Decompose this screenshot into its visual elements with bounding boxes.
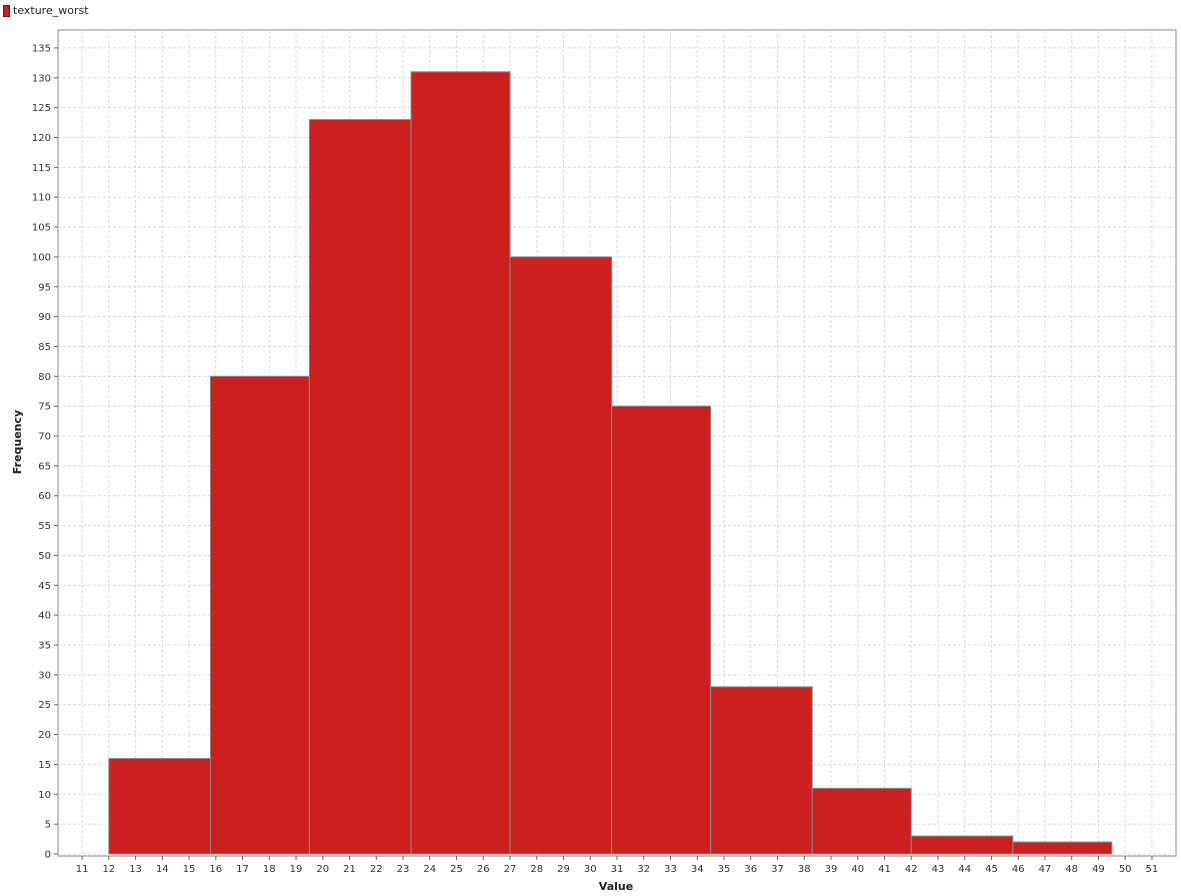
x-tick-label: 34 bbox=[691, 864, 704, 875]
x-tick-label: 11 bbox=[76, 864, 89, 875]
x-tick-label: 12 bbox=[102, 864, 115, 875]
y-tick-label: 125 bbox=[32, 103, 51, 114]
y-tick-label: 80 bbox=[38, 372, 51, 383]
x-tick-label: 44 bbox=[958, 864, 971, 875]
y-axis-title: Frequency bbox=[11, 410, 24, 474]
x-axis-title: Value bbox=[599, 880, 633, 893]
y-tick-label: 120 bbox=[32, 133, 51, 144]
x-tick-label: 49 bbox=[1092, 864, 1105, 875]
y-tick-label: 65 bbox=[38, 461, 51, 472]
x-tick-label: 24 bbox=[423, 864, 436, 875]
y-tick-label: 110 bbox=[32, 193, 51, 204]
y-tick-label: 5 bbox=[45, 820, 51, 831]
x-tick-label: 48 bbox=[1065, 864, 1078, 875]
x-tick-label: 35 bbox=[718, 864, 731, 875]
y-tick-label: 15 bbox=[38, 760, 51, 771]
y-tick-label: 90 bbox=[38, 312, 51, 323]
x-tick-label: 41 bbox=[878, 864, 891, 875]
y-tick-label: 130 bbox=[32, 73, 51, 84]
x-tick-label: 15 bbox=[183, 864, 196, 875]
x-tick-label: 17 bbox=[236, 864, 249, 875]
legend: texture_worst bbox=[3, 4, 89, 17]
x-tick-label: 23 bbox=[397, 864, 410, 875]
histogram-bar bbox=[611, 405, 712, 855]
x-tick-label: 38 bbox=[798, 864, 811, 875]
x-tick-label: 50 bbox=[1119, 864, 1132, 875]
y-tick-label: 70 bbox=[38, 432, 51, 443]
y-tick-label: 35 bbox=[38, 641, 51, 652]
y-tick-label: 115 bbox=[32, 163, 51, 174]
y-tick-label: 20 bbox=[38, 730, 51, 741]
y-tick-label: 40 bbox=[38, 611, 51, 622]
x-tick-label: 43 bbox=[932, 864, 945, 875]
x-tick-label: 16 bbox=[209, 864, 222, 875]
x-tick-label: 39 bbox=[825, 864, 838, 875]
x-tick-label: 46 bbox=[1012, 864, 1025, 875]
y-tick-label: 95 bbox=[38, 282, 51, 293]
x-tick-label: 36 bbox=[744, 864, 757, 875]
x-tick-label: 19 bbox=[290, 864, 303, 875]
y-tick-label: 75 bbox=[38, 402, 51, 413]
legend-label: texture_worst bbox=[13, 4, 89, 17]
histogram-bar bbox=[710, 686, 813, 855]
y-tick-label: 30 bbox=[38, 670, 51, 681]
x-tick-label: 31 bbox=[611, 864, 624, 875]
x-tick-label: 20 bbox=[316, 864, 329, 875]
x-axis: 11 12 13 14 15 16 17 18 19 20 21 22 23 24 25 26 27 28 29 30… bbox=[76, 856, 1159, 875]
histogram-bar bbox=[410, 71, 511, 855]
y-tick-label: 60 bbox=[38, 491, 51, 502]
histogram-bar bbox=[910, 835, 1014, 855]
x-tick-label: 29 bbox=[557, 864, 570, 875]
x-tick-label: 28 bbox=[530, 864, 543, 875]
histogram-bar bbox=[509, 256, 613, 855]
x-tick-label: 51 bbox=[1146, 864, 1159, 875]
x-tick-label: 32 bbox=[637, 864, 650, 875]
y-tick-label: 0 bbox=[45, 850, 51, 861]
y-axis: 0 5 10 15 20 25 30 35 40 45 50 55 60 65 70 75 80 85 90 95 10… bbox=[32, 43, 58, 861]
x-tick-label: 47 bbox=[1039, 864, 1052, 875]
y-tick-label: 50 bbox=[38, 551, 51, 562]
histogram-bar bbox=[811, 787, 912, 855]
x-tick-label: 25 bbox=[450, 864, 463, 875]
y-tick-label: 85 bbox=[38, 342, 51, 353]
legend-swatch bbox=[3, 4, 10, 17]
x-tick-label: 22 bbox=[370, 864, 383, 875]
y-tick-label: 105 bbox=[32, 223, 51, 234]
x-tick-label: 13 bbox=[129, 864, 142, 875]
bars bbox=[108, 71, 1113, 855]
x-tick-label: 37 bbox=[771, 864, 784, 875]
x-tick-label: 45 bbox=[985, 864, 998, 875]
y-tick-label: 10 bbox=[38, 790, 51, 801]
histogram-bar bbox=[1012, 841, 1113, 855]
x-tick-label: 21 bbox=[343, 864, 356, 875]
y-tick-label: 135 bbox=[32, 43, 51, 54]
y-tick-label: 45 bbox=[38, 581, 51, 592]
x-tick-label: 14 bbox=[156, 864, 169, 875]
x-tick-label: 33 bbox=[664, 864, 677, 875]
x-tick-label: 42 bbox=[905, 864, 918, 875]
y-tick-label: 100 bbox=[32, 252, 51, 263]
x-tick-label: 18 bbox=[263, 864, 276, 875]
histogram-bar bbox=[209, 375, 310, 855]
y-tick-label: 55 bbox=[38, 521, 51, 532]
x-tick-label: 27 bbox=[504, 864, 517, 875]
x-tick-label: 30 bbox=[584, 864, 597, 875]
histogram-bar bbox=[108, 757, 211, 855]
x-tick-label: 26 bbox=[477, 864, 490, 875]
y-tick-label: 25 bbox=[38, 700, 51, 711]
histogram-bar bbox=[308, 119, 412, 855]
x-tick-label: 40 bbox=[851, 864, 864, 875]
